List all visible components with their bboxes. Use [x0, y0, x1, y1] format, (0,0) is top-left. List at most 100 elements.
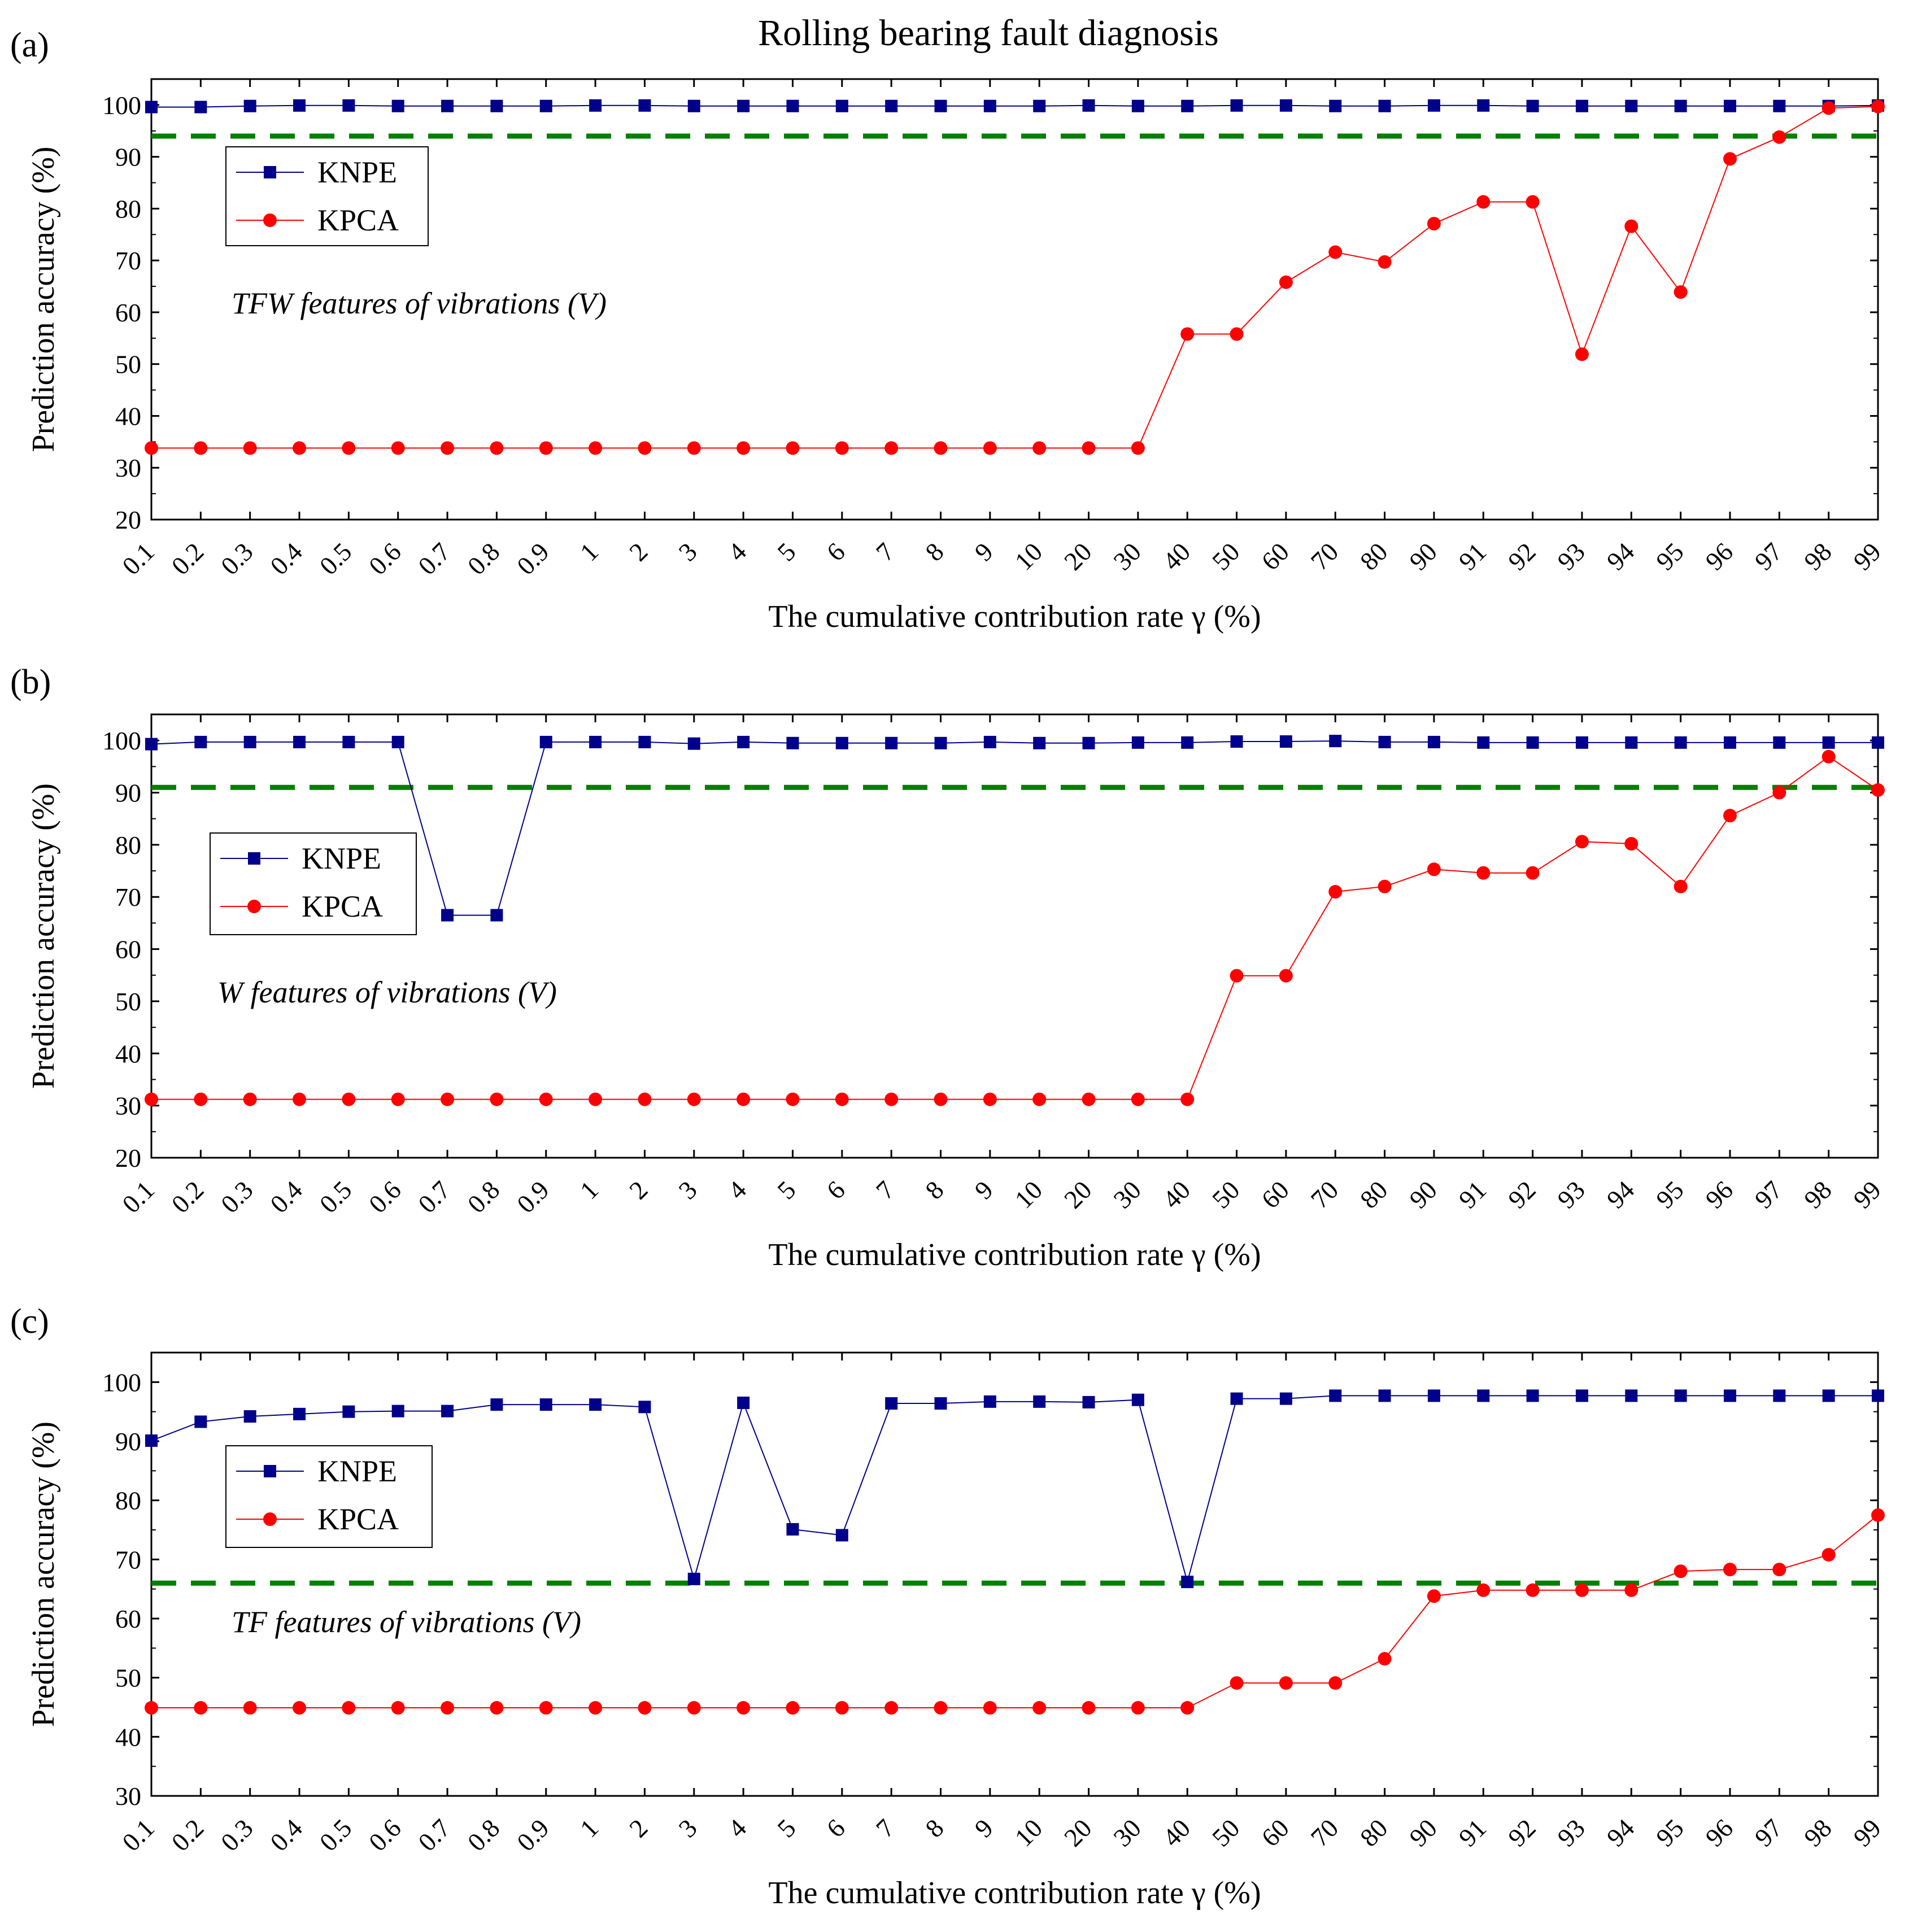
x-tick-label: 94: [1601, 1813, 1640, 1852]
knpe-point: [1526, 1389, 1539, 1402]
plot-frame: [150, 713, 1879, 1159]
x-axis-label: The cumulative contribution rate γ (%): [768, 1876, 1261, 1911]
kpca-point: [835, 1701, 849, 1715]
knpe-point: [342, 99, 355, 112]
kpca-point: [1230, 1676, 1244, 1690]
kpca-point: [539, 1092, 553, 1106]
knpe-point: [1279, 735, 1292, 748]
y-tick-label: 90: [115, 779, 141, 808]
x-tick-label: 91: [1453, 1813, 1492, 1852]
knpe-point: [589, 1398, 602, 1411]
knpe-point: [1279, 1392, 1292, 1405]
legend-marker-kpca: [263, 1512, 277, 1526]
legend-box: [225, 1445, 433, 1548]
y-tick-label: 60: [115, 298, 141, 327]
x-tick-label: 96: [1700, 1813, 1738, 1852]
knpe-point: [194, 735, 207, 748]
y-axis-label: Prediction accuracy (%): [26, 783, 61, 1089]
x-tick-label: 8: [920, 537, 949, 566]
knpe-point: [1082, 1395, 1095, 1408]
knpe-point: [687, 737, 700, 750]
kpca-point: [934, 1701, 948, 1715]
knpe-point: [1674, 736, 1687, 749]
x-tick-label: 9: [969, 1175, 999, 1205]
legend: KNPE KPCA: [225, 146, 429, 246]
kpca-point: [1427, 217, 1441, 231]
knpe-point: [1625, 99, 1638, 112]
kpca-point: [1674, 285, 1688, 299]
x-tick-label: 80: [1354, 1175, 1393, 1214]
knpe-point: [1033, 736, 1046, 749]
legend-marker-kpca: [247, 900, 261, 913]
knpe-point: [1526, 99, 1539, 112]
knpe-point: [1477, 1389, 1490, 1402]
kpca-point: [342, 1701, 356, 1715]
knpe-point: [145, 738, 158, 751]
knpe-point: [490, 1398, 503, 1411]
y-tick-label: 100: [102, 726, 141, 755]
y-tick-label: 100: [102, 1368, 141, 1397]
x-tick-label: 0.9: [511, 1175, 555, 1219]
knpe-point: [1131, 1393, 1144, 1406]
x-tick-label: 0.8: [462, 537, 506, 581]
kpca-point: [1526, 195, 1540, 209]
x-tick-label: 0.7: [412, 1813, 456, 1857]
x-tick-label: 91: [1453, 537, 1492, 576]
kpca-point: [243, 1092, 257, 1106]
x-tick-label: 60: [1256, 537, 1295, 576]
x-tick-label: 30: [1108, 1813, 1147, 1852]
x-tick-label: 92: [1502, 1175, 1541, 1214]
knpe-point: [638, 1401, 651, 1414]
kpca-point: [1427, 1589, 1441, 1603]
knpe-point: [687, 1572, 700, 1585]
x-tick-label: 4: [722, 1813, 752, 1843]
kpca-point: [1871, 1508, 1885, 1522]
legend-label-kpca: KPCA: [317, 1502, 399, 1536]
x-tick-label: 0.2: [166, 1813, 210, 1857]
x-tick-label: 0.5: [314, 537, 358, 581]
kpca-point: [1624, 1583, 1639, 1597]
kpca-point: [638, 441, 652, 455]
x-tick-label: 0.2: [166, 1175, 210, 1219]
x-tick-label: 94: [1601, 537, 1640, 576]
legend-label-knpe: KNPE: [317, 1454, 397, 1488]
knpe-point: [1674, 1389, 1687, 1402]
panel-label: (b): [10, 663, 51, 701]
kpca-point: [1723, 1563, 1737, 1577]
kpca-point: [1082, 1092, 1096, 1106]
x-tick-label: 9: [969, 1813, 999, 1843]
knpe-point: [1575, 736, 1588, 749]
y-tick-label: 20: [115, 505, 141, 534]
kpca-point: [589, 1092, 603, 1106]
x-tick-label: 2: [624, 1175, 653, 1205]
x-tick-label: 0.1: [116, 1175, 160, 1219]
x-tick-label: 90: [1404, 537, 1443, 576]
x-tick-label: 0.3: [215, 1813, 259, 1857]
knpe-point: [589, 99, 602, 112]
x-tick-label: 7: [870, 537, 900, 566]
y-tick-label: 50: [115, 987, 141, 1016]
kpca-point: [539, 441, 553, 455]
knpe-point: [983, 99, 996, 112]
x-tick-label: 96: [1700, 1175, 1738, 1214]
x-tick-label: 0.2: [166, 537, 210, 581]
knpe-point: [1822, 736, 1835, 749]
kpca-point: [835, 441, 849, 455]
kpca-point: [687, 1701, 701, 1715]
y-tick-label: 70: [115, 1545, 141, 1574]
y-tick-label: 30: [115, 453, 141, 482]
knpe-point: [1230, 99, 1243, 112]
kpca-point: [243, 441, 257, 455]
kpca-point: [589, 1701, 603, 1715]
series-line-kpca: [151, 1515, 1879, 1708]
knpe-point: [934, 1397, 947, 1410]
x-tick-label: 9: [969, 537, 999, 566]
kpca-point: [1476, 195, 1491, 209]
x-tick-label: 99: [1847, 1175, 1886, 1214]
knpe-point: [145, 101, 158, 114]
kpca-point: [441, 1092, 455, 1106]
y-tick-label: 100: [102, 91, 141, 120]
knpe-point: [1378, 735, 1391, 748]
knpe-point: [835, 1529, 848, 1542]
knpe-point: [1427, 735, 1440, 748]
